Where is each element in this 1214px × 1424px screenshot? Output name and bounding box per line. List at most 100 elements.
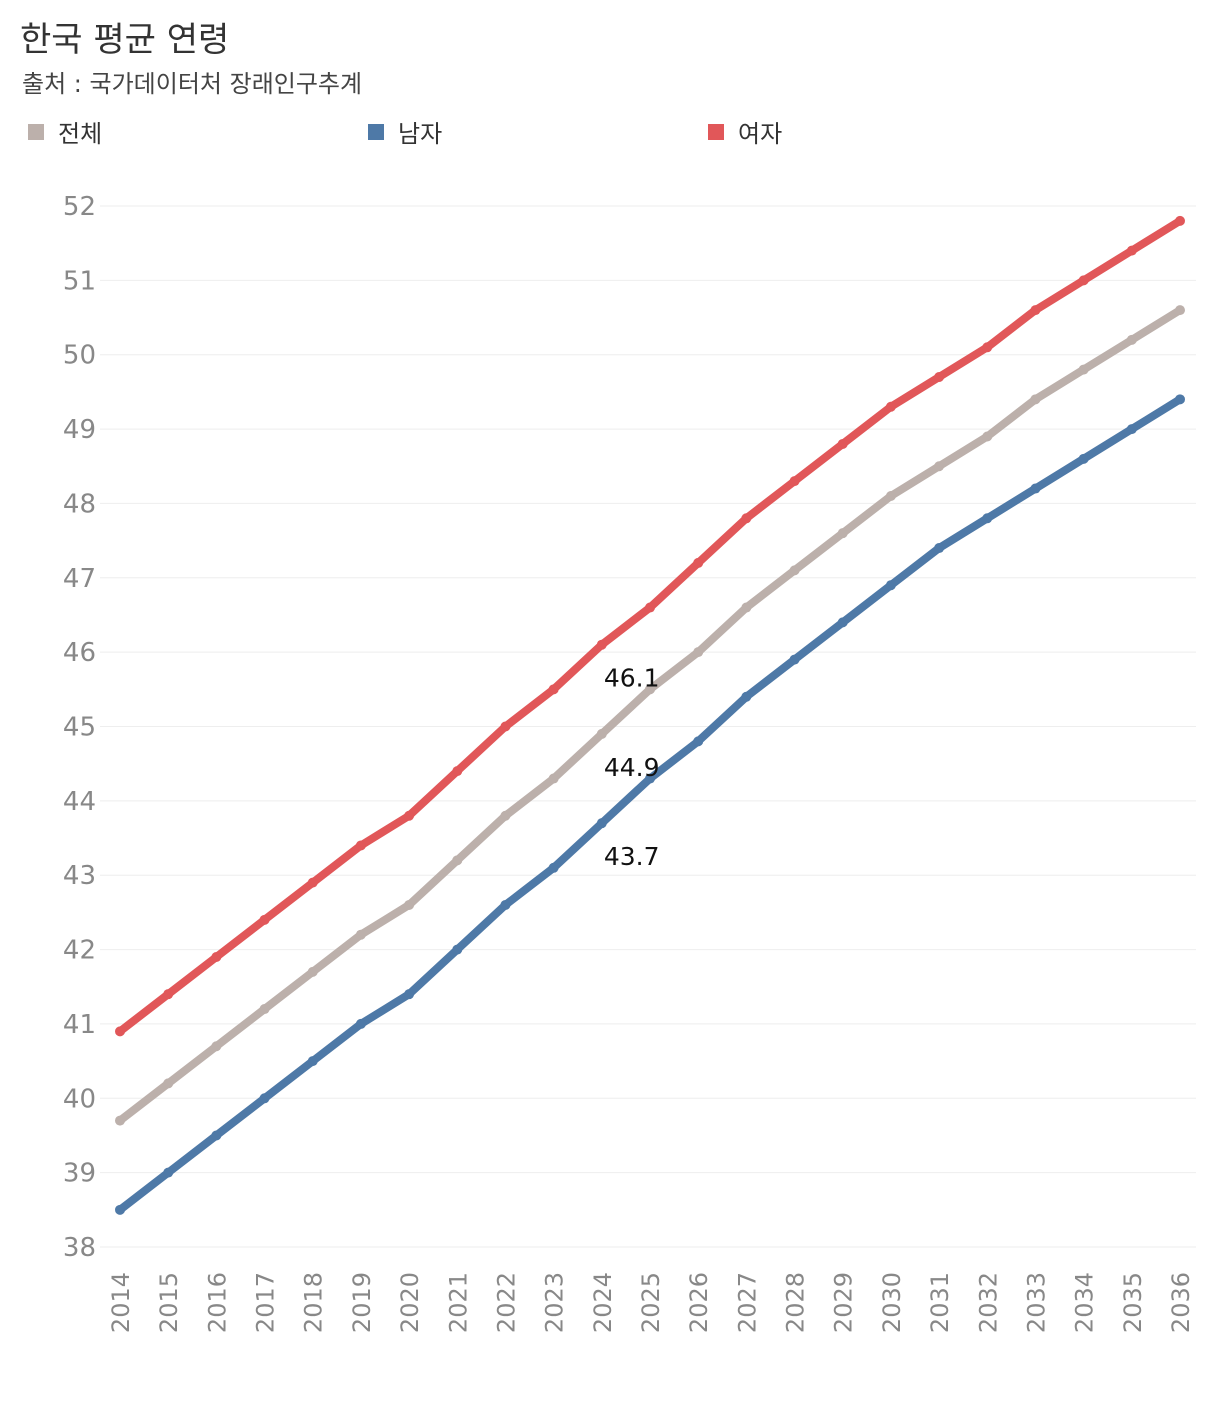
x-tick-label: 2029 [830,1272,858,1333]
data-point-male [259,1093,270,1104]
x-tick-label: 2034 [1071,1272,1099,1333]
data-point-male [548,862,559,873]
y-tick-label: 48 [63,489,96,519]
y-tick-label: 43 [63,861,96,891]
x-tick-label: 2033 [1022,1272,1050,1333]
data-point-total [1175,305,1185,316]
data-point-total [596,728,607,739]
legend-swatch-female [708,123,724,140]
data-point-total [404,899,415,910]
x-tick-label: 2020 [396,1272,424,1333]
x-tick-label: 2027 [733,1272,761,1333]
data-point-female [307,877,318,888]
y-tick-label: 39 [63,1159,96,1189]
data-point-male [307,1056,318,1067]
data-point-total [934,461,945,472]
data-point-female [693,557,704,568]
data-point-female [741,513,752,524]
data-point-male [934,543,945,554]
data-point-male [837,617,848,628]
y-tick-label: 38 [63,1233,96,1263]
x-tick-label: 2022 [492,1272,520,1333]
data-point-female [1126,245,1137,256]
data-point-female [596,639,607,650]
data-point-male [404,989,415,1000]
data-label: 43.7 [604,842,660,871]
data-point-female [1175,215,1185,226]
data-point-male [1126,424,1137,435]
data-point-total [211,1041,222,1052]
data-point-male [163,1167,174,1178]
y-tick-label: 40 [63,1084,96,1114]
legend-item-total[interactable]: 전체 [28,114,102,149]
data-point-female [211,952,222,963]
data-point-female [1030,305,1041,316]
x-tick-label: 2014 [107,1272,135,1333]
data-point-female [548,684,559,695]
data-point-female [404,810,415,821]
data-point-male [500,899,511,910]
data-point-female [837,438,848,449]
data-point-total [837,528,848,539]
legend-label-male: 남자 [398,120,443,148]
data-point-total [645,684,655,695]
data-point-female [259,914,270,925]
data-point-total [741,602,752,613]
data-point-total [355,929,366,940]
y-tick-label: 50 [63,341,96,371]
data-point-total [693,647,704,658]
x-tick-label: 2036 [1167,1272,1195,1333]
y-tick-label: 52 [63,192,96,222]
series-line-female [116,216,1184,1036]
data-point-male [741,691,752,702]
series-line-male [116,395,1184,1214]
chart-subtitle: 출처 : 국가데이터처 장래인구추계 [22,70,363,98]
data-point-total [452,855,463,866]
data-point-male [596,818,607,829]
x-tick-label: 2025 [637,1272,665,1333]
data-point-male [1030,483,1041,494]
data-point-male [452,944,463,955]
x-tick-label: 2032 [974,1272,1002,1333]
data-point-female [355,840,366,851]
data-point-male [885,580,896,591]
y-tick-label: 44 [63,787,96,817]
data-point-male [789,654,800,665]
y-tick-label: 51 [63,266,96,296]
data-point-female [982,342,993,353]
data-point-male [1175,394,1185,405]
data-point-female [885,401,896,412]
data-point-male [982,513,993,524]
x-tick-label: 2026 [685,1272,713,1333]
x-tick-label: 2016 [203,1272,231,1333]
data-point-male [1078,453,1089,464]
y-tick-label: 47 [63,564,96,594]
x-tick-label: 2021 [444,1272,472,1333]
data-point-total [548,773,559,784]
data-point-male [355,1018,366,1029]
y-tick-label: 42 [63,936,96,966]
legend-label-total: 전체 [58,120,103,148]
x-tick-label: 2015 [155,1272,183,1333]
data-point-total [259,1004,270,1015]
data-point-male [645,773,655,784]
data-point-female [645,602,655,613]
data-point-total [115,1115,125,1126]
legend-swatch-total [28,123,44,140]
data-point-total [1126,334,1137,345]
y-tick-label: 45 [63,713,96,743]
x-tick-label: 2018 [300,1272,328,1333]
data-point-total [500,810,511,821]
x-tick-label: 2035 [1119,1272,1147,1333]
legend-swatch-male [368,123,384,140]
data-point-male [211,1130,222,1141]
legend-item-male[interactable]: 남자 [368,114,442,149]
legend-item-female[interactable]: 여자 [708,114,782,149]
data-point-female [1078,275,1089,286]
y-tick-label: 46 [63,638,96,668]
chart-title: 한국 평균 연령 [20,20,230,60]
x-tick-label: 2019 [348,1272,376,1333]
data-point-female [115,1026,125,1037]
y-tick-label: 41 [63,1010,96,1040]
